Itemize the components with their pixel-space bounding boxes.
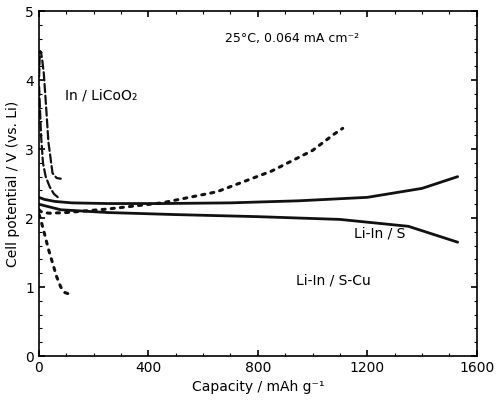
- Text: Li-In / S-Cu: Li-In / S-Cu: [296, 273, 371, 287]
- X-axis label: Capacity / mAh g⁻¹: Capacity / mAh g⁻¹: [192, 380, 324, 394]
- Y-axis label: Cell potential / V (vs. Li): Cell potential / V (vs. Li): [6, 100, 20, 267]
- Text: 25°C, 0.064 mA cm⁻²: 25°C, 0.064 mA cm⁻²: [225, 32, 359, 45]
- Text: In / LiCoO₂: In / LiCoO₂: [65, 88, 137, 102]
- Text: Li-In / S: Li-In / S: [354, 226, 405, 240]
